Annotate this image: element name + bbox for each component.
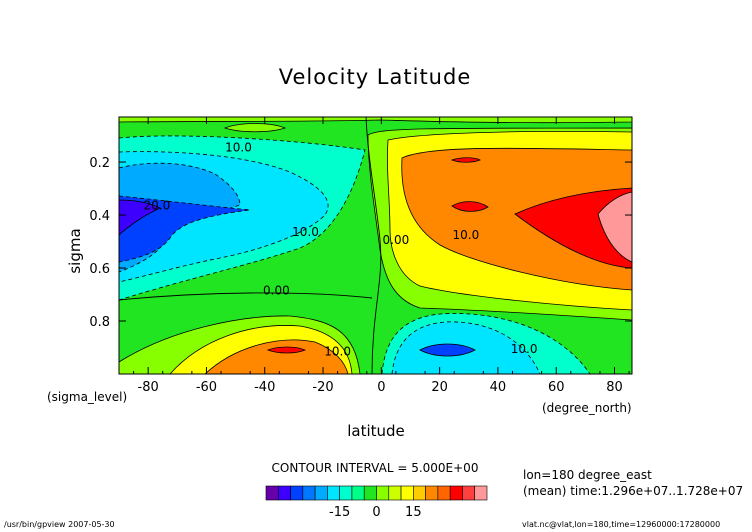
- colorbar-swatch: [302, 485, 316, 501]
- x-tick-label: 20: [431, 380, 448, 395]
- colorbar-swatch: [327, 485, 340, 501]
- x-axis-title: latitude: [347, 422, 405, 440]
- colorbar-tick-label: -15: [329, 505, 350, 520]
- colorbar-swatch: [413, 485, 426, 501]
- x-tick-label: 0: [377, 380, 385, 395]
- colorbar-swatch: [400, 485, 414, 501]
- y-unit-label: (sigma_level): [47, 390, 127, 404]
- contour-label: 10.0: [324, 344, 351, 358]
- colorbar-tick-label: 15: [405, 505, 422, 520]
- colorbar-swatch: [462, 485, 476, 501]
- colorbar-swatch: [363, 485, 377, 501]
- colorbar-swatch: [351, 485, 365, 501]
- x-tick-label: -40: [254, 380, 275, 395]
- contour-label: 10.0: [511, 342, 538, 356]
- colorbar-swatch: [314, 485, 328, 501]
- colorbar-tick-label: 0: [372, 505, 380, 520]
- y-tick-label: 0.6: [89, 262, 110, 277]
- chart-title: Velocity Latitude: [279, 65, 472, 89]
- footer-right: vlat.nc@vlat,lon=180,time=12960000:17280…: [522, 520, 720, 529]
- x-tick-label: -60: [196, 380, 217, 395]
- contour-label: 20.0: [144, 199, 171, 213]
- x-tick-label: 80: [606, 380, 623, 395]
- colorbar: -15 0 15: [265, 485, 488, 520]
- colorbar-swatch: [339, 485, 353, 501]
- contour-label: 0.00: [383, 233, 410, 247]
- contour-interval-label: CONTOUR INTERVAL = 5.000E+00: [272, 461, 479, 475]
- contour-label: 10.0: [225, 140, 252, 154]
- colorbar-swatch: [437, 485, 451, 501]
- colorbar-swatch: [425, 485, 439, 501]
- x-tick-label: -20: [312, 380, 333, 395]
- y-tick-label: 0.8: [89, 315, 110, 330]
- x-tick-label: -80: [138, 380, 159, 395]
- x-tick-label: 40: [490, 380, 507, 395]
- plot-frame: [118, 116, 633, 375]
- y-axis-title: sigma: [66, 228, 84, 273]
- colorbar-swatch: [265, 485, 279, 501]
- x-tick-label: 60: [548, 380, 565, 395]
- colorbar-swatch: [449, 485, 463, 501]
- colorbar-swatch: [474, 485, 488, 501]
- colorbar-swatch: [376, 485, 390, 501]
- colorbar-swatch: [388, 485, 402, 501]
- axes: -80 -60 -40 -20 0 20 40 60 80 0.2 0.4 0.6 0.8: [89, 116, 633, 395]
- y-tick-label: 0.4: [89, 209, 110, 224]
- y-tick-label: 0.2: [89, 156, 110, 171]
- info-line-1: lon=180 degree_east: [523, 468, 652, 482]
- contour-label: 10.0: [452, 228, 479, 242]
- colorbar-swatch: [290, 485, 304, 501]
- contour-labels: 10.0 20.0 10.0 0.00 0.00 10.0 10.0 10.0: [144, 140, 538, 358]
- colorbar-swatch: [277, 485, 291, 501]
- x-unit-label: (degree_north): [542, 401, 632, 415]
- contour-label: 0.00: [263, 284, 290, 298]
- contour-field: [119, 117, 632, 374]
- footer-left: /usr/bin/gpview 2007-05-30: [4, 520, 115, 529]
- contour-label: 10.0: [292, 225, 319, 239]
- info-line-2: (mean) time:1.296e+07..1.728e+07: [523, 484, 743, 498]
